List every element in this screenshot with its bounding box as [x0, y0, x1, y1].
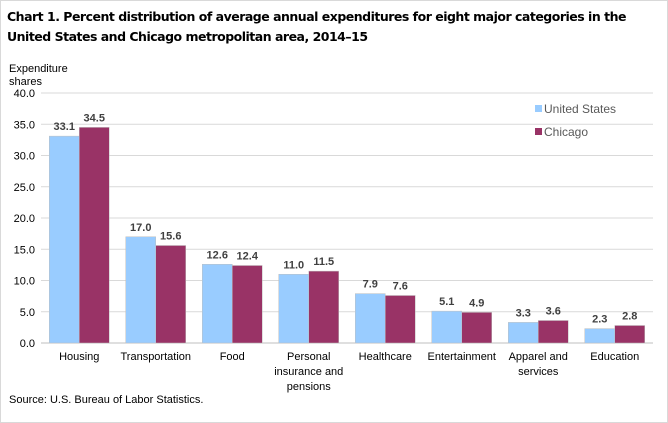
data-label: 11.5 [313, 256, 334, 268]
data-label: 11.0 [283, 259, 304, 271]
data-label: 12.6 [207, 249, 228, 261]
data-label: 17.0 [130, 222, 151, 234]
y-tick-label: 20.0 [14, 213, 35, 225]
data-label: 3.6 [546, 306, 561, 318]
y-tick-label: 10.0 [14, 276, 35, 288]
bar-united-states [508, 322, 539, 344]
x-tick-label: Entertainment [428, 351, 496, 363]
bar-chicago [614, 325, 645, 344]
legend-swatch-chicago [535, 128, 542, 135]
y-tick-label: 5.0 [20, 307, 35, 319]
data-label: 3.3 [516, 307, 531, 319]
y-tick-label: 0.0 [20, 338, 35, 350]
x-tick-label: Education [590, 351, 639, 363]
bar-chicago [232, 265, 263, 344]
data-label: 7.6 [393, 281, 408, 293]
x-tick-label: services [518, 366, 559, 378]
y-tick-label: 15.0 [14, 244, 35, 256]
data-label: 34.5 [84, 112, 105, 124]
bar-united-states [355, 293, 386, 344]
legend-swatch-united-states [535, 105, 542, 112]
data-label: 2.8 [622, 311, 637, 323]
y-tick-label: 30.0 [14, 151, 35, 163]
data-label: 7.9 [363, 279, 378, 291]
x-tick-label: pensions [287, 381, 332, 393]
legend-label: Chicago [544, 125, 588, 139]
x-tick-label: Transportation [120, 351, 191, 363]
y-axis-label: Expenditure shares [9, 63, 69, 89]
bar-united-states [584, 328, 615, 344]
x-tick-label: Food [220, 351, 245, 363]
data-label: 12.4 [237, 251, 259, 263]
y-axis-label-text: Expenditure shares [9, 63, 68, 88]
data-label: 2.3 [592, 314, 607, 326]
y-tick-label: 40.0 [14, 88, 35, 100]
bar-united-states [431, 310, 462, 344]
bar-chicago [461, 312, 492, 344]
bar-chicago [385, 295, 416, 344]
x-tick-label: insurance and [274, 366, 343, 378]
data-label: 33.1 [54, 121, 75, 133]
bar-chicago [155, 245, 186, 344]
bar-united-states [202, 264, 233, 344]
x-tick-label: Apparel and [509, 351, 568, 363]
bar-chicago [308, 270, 339, 344]
bar-united-states [125, 236, 156, 344]
data-label: 5.1 [439, 296, 454, 308]
bar-chicago [538, 320, 569, 344]
legend-label: United States [544, 102, 616, 116]
data-label: 15.6 [160, 231, 181, 243]
x-tick-label: Housing [59, 351, 99, 363]
x-tick-label: Healthcare [359, 351, 412, 363]
bar-chicago [79, 127, 110, 344]
chart-title: Chart 1. Percent distribution of average… [7, 9, 626, 44]
x-tick-label: Personal [287, 351, 330, 363]
y-tick-label: 25.0 [14, 182, 35, 194]
source-note: Source: U.S. Bureau of Labor Statistics. [9, 394, 204, 406]
y-tick-label: 35.0 [14, 119, 35, 131]
bar-united-states [278, 274, 309, 344]
bar-united-states [49, 135, 80, 344]
data-label: 4.9 [469, 297, 484, 309]
